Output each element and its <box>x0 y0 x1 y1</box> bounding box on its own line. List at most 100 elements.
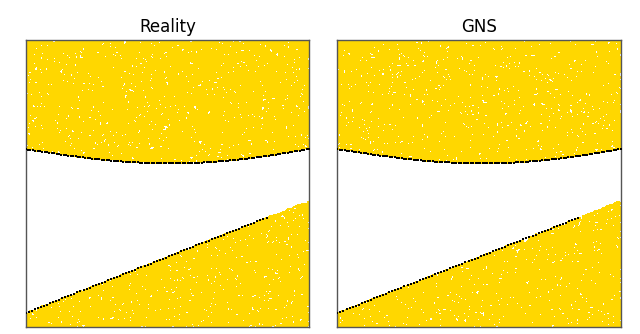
Point <box>535 315 545 320</box>
Point <box>139 85 149 90</box>
Point <box>157 90 167 96</box>
Point <box>413 93 424 99</box>
Point <box>586 100 596 106</box>
Point <box>398 315 408 320</box>
Point <box>575 103 585 108</box>
Point <box>237 302 248 308</box>
Point <box>285 148 295 154</box>
Point <box>531 298 541 304</box>
Point <box>577 75 588 80</box>
Point <box>132 290 142 295</box>
Point <box>267 77 277 82</box>
Point <box>211 63 221 68</box>
Point <box>538 156 548 161</box>
Point <box>69 135 79 140</box>
Point <box>423 97 433 102</box>
Point <box>437 38 447 43</box>
Point <box>360 52 370 57</box>
Point <box>557 323 568 329</box>
Point <box>202 133 212 138</box>
Point <box>122 59 132 65</box>
Point <box>486 251 497 257</box>
Point <box>260 229 271 234</box>
Point <box>408 72 418 77</box>
Point <box>228 101 238 106</box>
Point <box>595 103 605 109</box>
Point <box>29 100 40 106</box>
Point <box>598 248 609 254</box>
Point <box>181 276 191 282</box>
Point <box>438 38 449 43</box>
Point <box>127 54 137 59</box>
Point <box>426 156 436 161</box>
Point <box>20 62 31 68</box>
Point <box>442 267 452 272</box>
Point <box>468 280 478 285</box>
Point <box>143 112 153 117</box>
Point <box>266 243 276 248</box>
Point <box>259 268 269 273</box>
Point <box>174 121 184 126</box>
Point <box>147 159 157 165</box>
Point <box>212 67 222 72</box>
Point <box>400 77 410 82</box>
Point <box>303 271 314 277</box>
Point <box>175 93 185 99</box>
Point <box>372 302 382 307</box>
Point <box>169 311 179 316</box>
Point <box>259 230 269 235</box>
Point <box>204 107 214 112</box>
Point <box>561 225 571 231</box>
Point <box>266 235 276 240</box>
Point <box>230 113 241 119</box>
Point <box>270 104 280 109</box>
Point <box>397 301 407 306</box>
Point <box>178 145 188 150</box>
Point <box>564 115 575 120</box>
Point <box>65 59 75 64</box>
Point <box>396 65 406 71</box>
Point <box>342 81 352 87</box>
Point <box>140 128 150 134</box>
Point <box>203 89 213 94</box>
Point <box>378 44 388 49</box>
Point <box>140 315 150 320</box>
Point <box>504 286 514 291</box>
Point <box>199 78 209 84</box>
Point <box>59 95 69 100</box>
Point <box>374 72 384 77</box>
Point <box>514 280 524 285</box>
Point <box>254 55 264 60</box>
Point <box>286 142 296 147</box>
Point <box>77 131 87 136</box>
Point <box>210 123 220 128</box>
Point <box>58 96 68 101</box>
Point <box>429 104 440 109</box>
Point <box>68 42 78 47</box>
Point <box>218 259 228 264</box>
Point <box>521 123 531 128</box>
Point <box>260 229 271 234</box>
Point <box>303 244 313 249</box>
Point <box>73 77 83 82</box>
Point <box>134 315 144 320</box>
Point <box>45 323 56 329</box>
Point <box>495 73 506 78</box>
Point <box>377 117 387 123</box>
Point <box>275 58 285 64</box>
Point <box>246 321 256 327</box>
Point <box>143 44 154 49</box>
Point <box>224 293 234 298</box>
Point <box>471 153 481 159</box>
Point <box>42 302 52 307</box>
Point <box>284 305 294 311</box>
Point <box>448 278 458 283</box>
Point <box>275 46 285 51</box>
Point <box>119 304 129 309</box>
Point <box>207 150 217 155</box>
Point <box>564 128 574 134</box>
Point <box>147 65 157 71</box>
Point <box>303 100 314 105</box>
Point <box>187 158 197 163</box>
Point <box>149 75 159 81</box>
